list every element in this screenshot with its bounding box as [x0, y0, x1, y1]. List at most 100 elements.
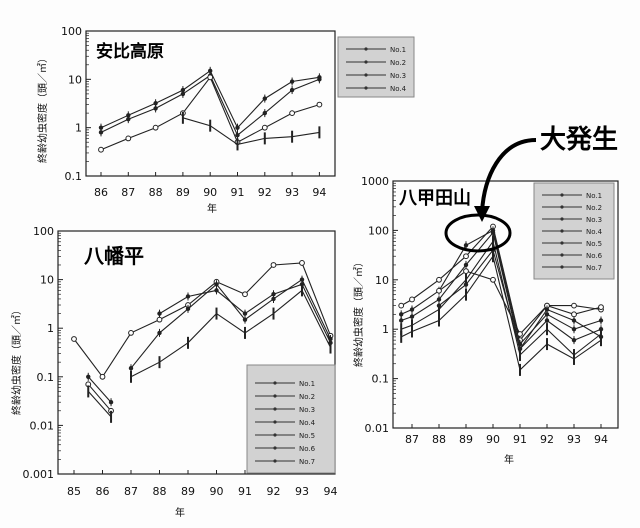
series-No.4: [130, 284, 332, 383]
x-tick-label: 94: [312, 186, 326, 199]
x-tick-label: 87: [121, 186, 135, 199]
data-point: [125, 135, 132, 142]
legend-marker: [560, 205, 564, 209]
y-tick-label: 100: [61, 25, 82, 38]
x-tick-label: 86: [94, 186, 108, 199]
legend-label: No.2: [390, 59, 406, 67]
x-tick-label: 86: [96, 485, 110, 498]
x-tick-label: 91: [238, 485, 252, 498]
x-tick-label: 93: [567, 433, 581, 446]
x-tick-label: 87: [124, 485, 138, 498]
y-tick-label: 10: [375, 274, 389, 287]
data-point: [270, 262, 277, 268]
y-tick-label: 100: [368, 224, 389, 237]
legend: No.1 No.2 No.3 No.4: [337, 36, 415, 98]
legend-marker: [273, 394, 277, 398]
data-point: [571, 302, 577, 309]
y-tick-label: 1: [47, 322, 54, 335]
y-tick-label: 1000: [361, 175, 389, 188]
x-tick-label: 92: [258, 186, 272, 199]
data-point: [71, 336, 77, 342]
x-axis-label: 年: [504, 453, 514, 466]
legend-label: No.3: [390, 72, 406, 80]
legend-marker: [560, 241, 564, 245]
series-No.3: [399, 228, 604, 353]
legend-label: No.4: [390, 85, 407, 93]
legend-label: No.7: [299, 458, 315, 466]
data-point: [517, 331, 523, 337]
data-point: [299, 260, 305, 266]
data-point: [398, 302, 405, 309]
series-No.4: [181, 111, 321, 151]
legend-marker: [364, 86, 368, 90]
x-tick-label: 92: [267, 485, 281, 498]
y-tick-label: 0.01: [30, 419, 55, 432]
callout-arrowhead: [474, 206, 490, 222]
series-No.3: [157, 280, 333, 347]
data-point: [490, 276, 496, 283]
series-line: [87, 383, 112, 412]
plot-frame: [392, 180, 619, 429]
x-tick-label: 89: [459, 433, 473, 446]
x-tick-label: 92: [540, 433, 554, 446]
series-No.1: [98, 66, 322, 132]
callout-label: 大発生: [540, 125, 618, 155]
x-tick-label: 87: [405, 433, 419, 446]
y-tick-label: 1: [382, 323, 389, 336]
legend-marker: [364, 47, 368, 51]
series-line: [87, 376, 112, 403]
data-point: [409, 296, 415, 303]
series-No.7: [87, 385, 113, 423]
y-tick-label: 100: [33, 225, 54, 238]
data-point: [207, 74, 214, 81]
series-line: [130, 289, 331, 378]
series-No.1: [71, 260, 334, 380]
chart-title: 八甲田山: [399, 188, 471, 209]
legend-marker: [273, 407, 277, 411]
x-tick-label: 90: [210, 485, 224, 498]
legend-marker: [364, 73, 368, 77]
y-tick-label: 1: [75, 122, 82, 135]
chart-panel-2: 0.001 0.01 0.1 1 10 100 85 86 87 88 89 90 91 92 93 94 年 終…: [10, 225, 338, 519]
legend-label: No.1: [586, 192, 602, 200]
data-point: [289, 110, 296, 117]
x-tick-label: 94: [594, 433, 608, 446]
legend-label: No.6: [586, 252, 603, 260]
data-point: [128, 330, 134, 336]
series-line: [87, 391, 112, 418]
chart-panel-3: 0.01 0.1 1 10 100 1000 87 88 89 90 91 92 93 94 年 終齢幼虫密度…: [352, 175, 619, 466]
legend-marker: [364, 60, 368, 64]
data-point: [242, 291, 248, 298]
data-point: [316, 101, 323, 108]
chart-title: 安比高原: [96, 41, 164, 62]
legend-marker: [273, 381, 277, 385]
y-tick-label: 0.1: [37, 371, 55, 384]
legend-box: [246, 364, 336, 474]
legend-marker: [560, 217, 564, 221]
series-line: [73, 262, 332, 378]
series-line: [182, 117, 320, 145]
x-tick-label: 93: [295, 485, 309, 498]
data-point: [571, 311, 577, 318]
y-axis-label: 終齢幼虫密度（頭／㎡）: [10, 305, 23, 415]
x-tick-label: 94: [324, 485, 338, 498]
series-No.6: [436, 268, 604, 337]
legend-marker: [273, 433, 277, 437]
x-tick-label: 93: [285, 186, 299, 199]
legend-label: No.5: [299, 432, 315, 440]
legend-marker: [560, 229, 564, 233]
callout-arrow: [480, 138, 537, 213]
outbreak-ellipse: [444, 213, 512, 253]
legend: No.1 No.2 No.3 No.4 No.5 No.6 No.7: [246, 364, 336, 474]
x-axis-label: 年: [207, 202, 217, 215]
legend-label: No.3: [586, 216, 602, 224]
legend-label: No.2: [586, 204, 602, 212]
data-point: [436, 276, 442, 283]
legend-label: No.1: [390, 46, 406, 54]
legend-marker: [560, 265, 564, 269]
data-point: [98, 146, 104, 153]
legend-label: No.5: [586, 240, 602, 248]
y-axis-label: 終齢幼虫密度（頭／㎡）: [352, 257, 365, 367]
